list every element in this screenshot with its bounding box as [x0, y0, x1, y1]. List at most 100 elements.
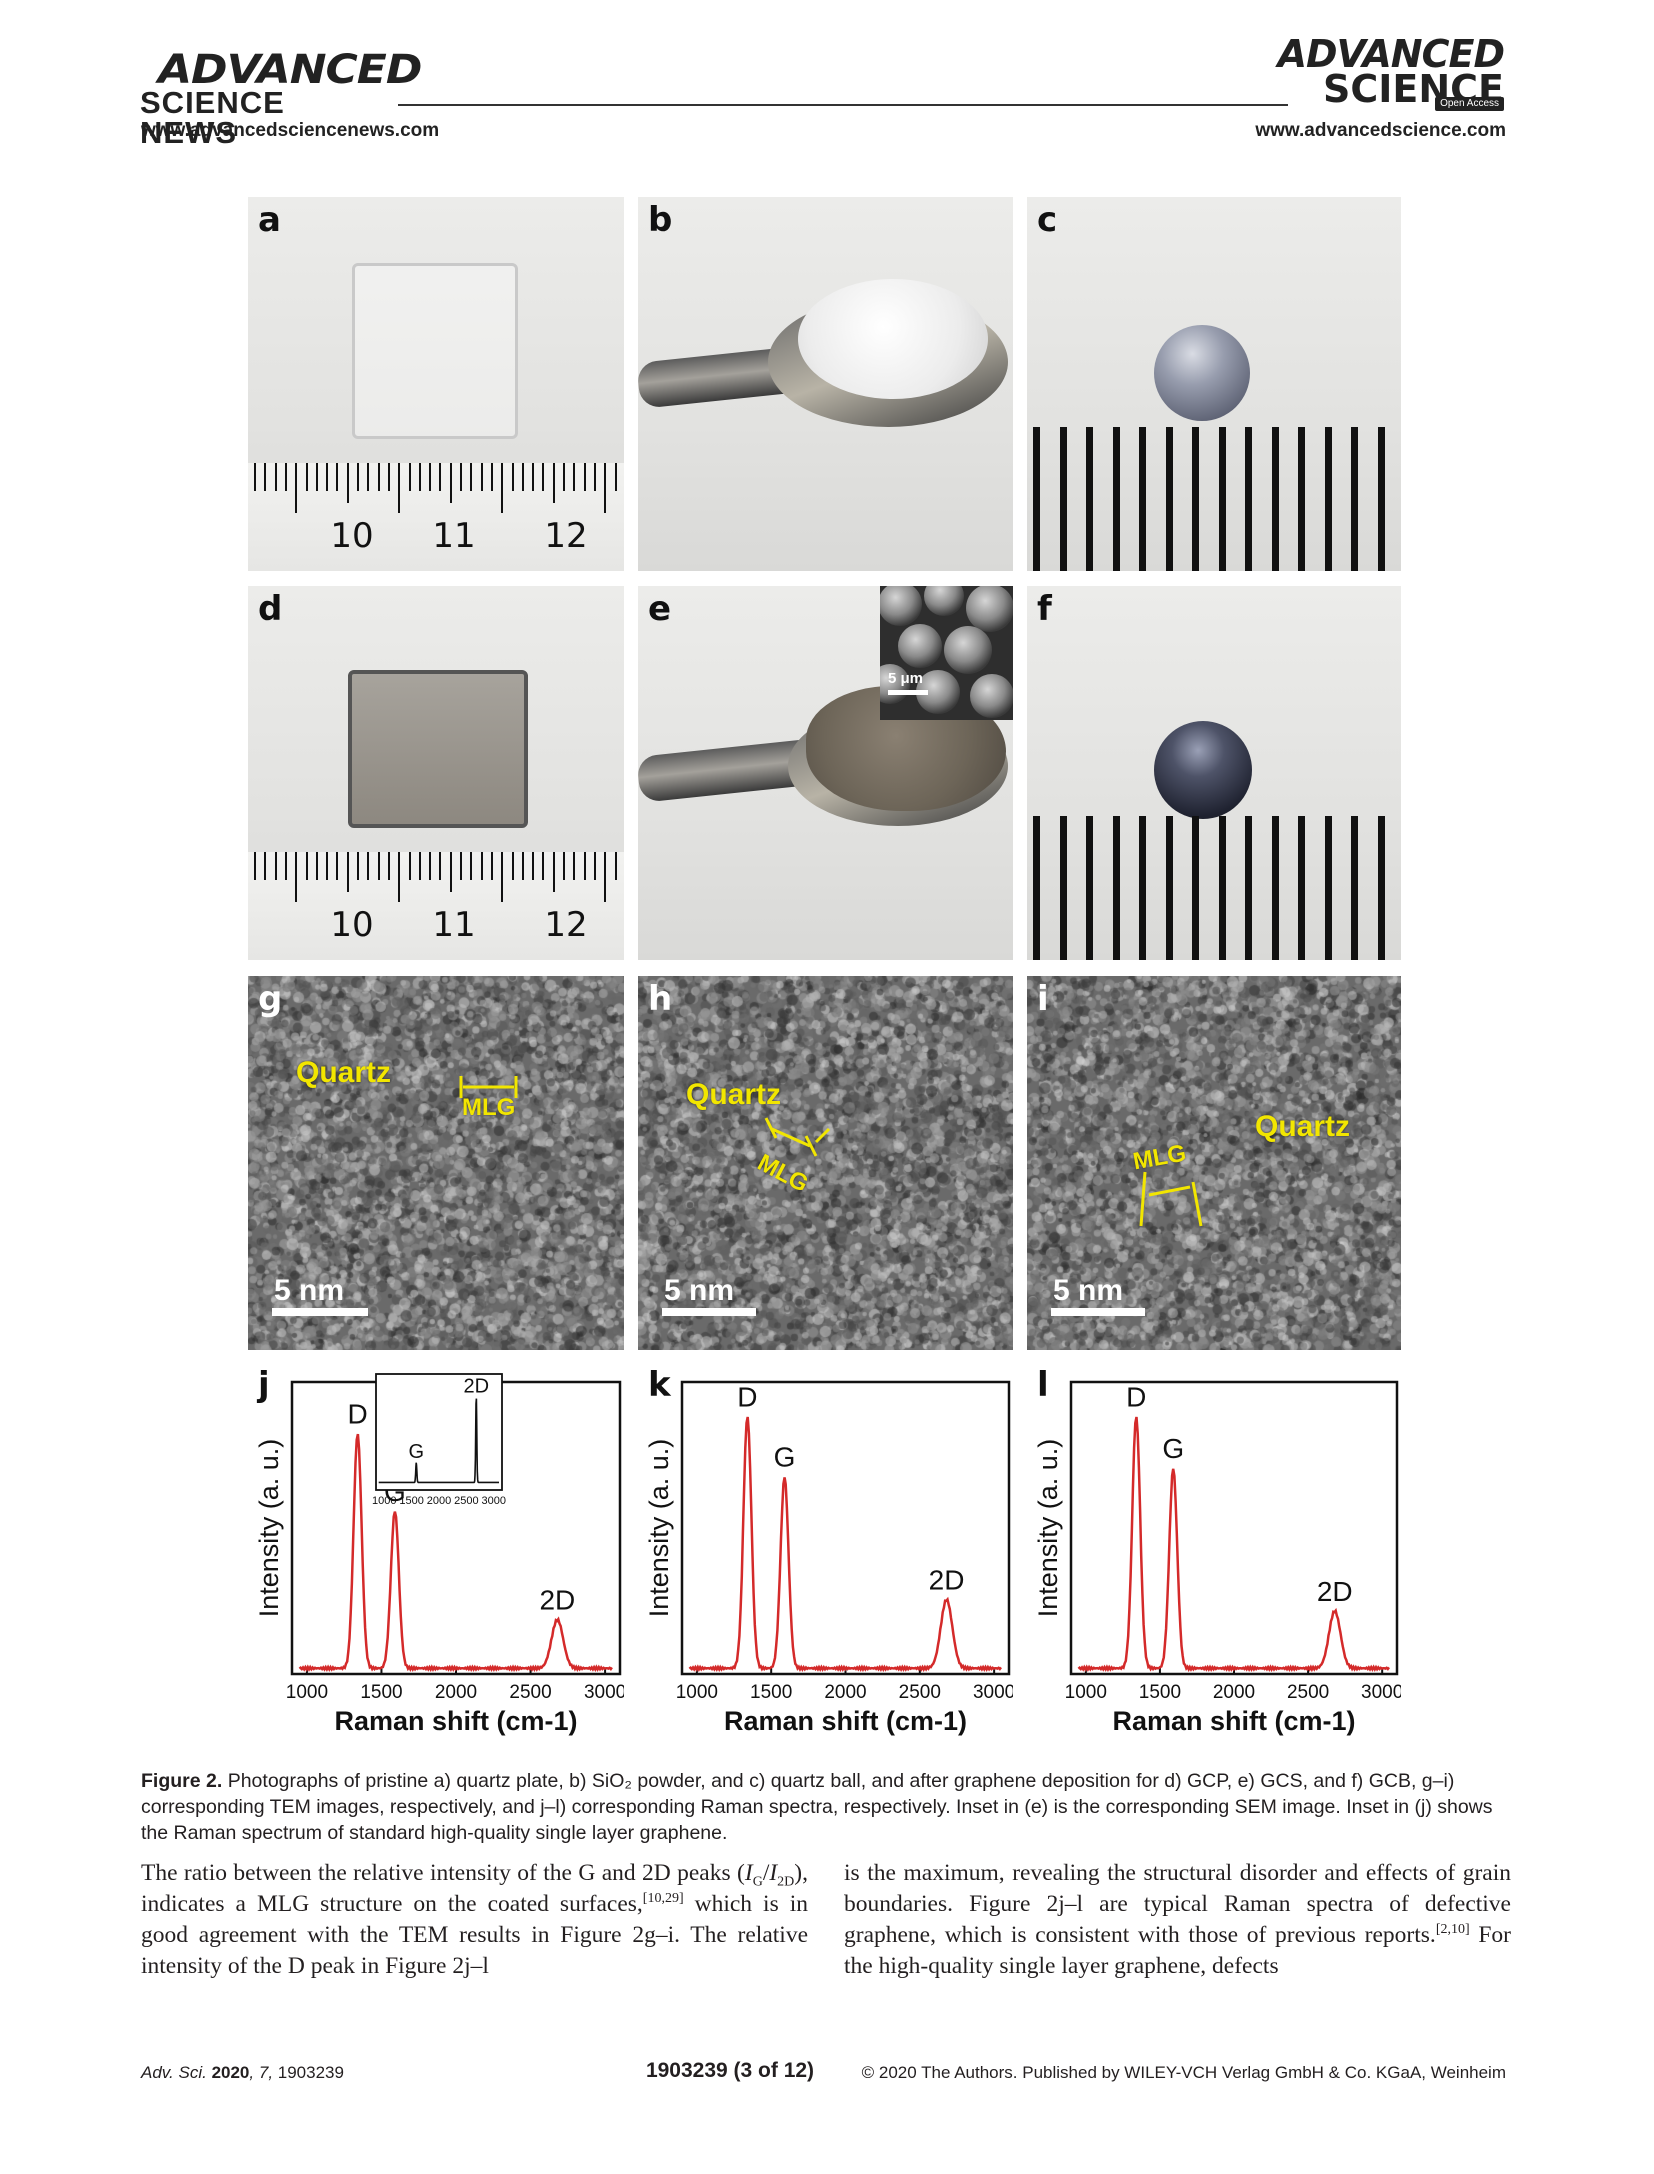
ruler-tick	[480, 463, 483, 491]
panel-label: d	[258, 589, 283, 629]
ruler-tick	[1377, 427, 1385, 571]
quartz-ball	[1154, 325, 1250, 421]
body-column-right: is the maximum, revealing the structural…	[844, 1858, 1511, 1982]
ruler-tick	[336, 852, 339, 880]
ruler-tick	[470, 852, 473, 880]
ruler-tick	[532, 852, 535, 880]
ruler-tick	[583, 463, 586, 491]
ruler-tick	[501, 852, 504, 902]
ruler-tick	[511, 852, 514, 880]
ruler-tick	[583, 852, 586, 880]
ruler-tick	[470, 463, 473, 491]
ruler	[248, 852, 624, 960]
scale-bar	[272, 1308, 368, 1316]
panel-label: k	[648, 1366, 672, 1405]
plot-frame	[680, 1380, 1011, 1676]
graphene-coated-plate	[348, 670, 528, 828]
peak-label: D	[347, 1399, 367, 1430]
x-tick-label: 1000	[676, 1682, 718, 1703]
scale-label: 5 nm	[664, 1274, 735, 1307]
body-text: G	[752, 1874, 763, 1890]
ruler-tick	[604, 463, 607, 513]
caption-text: Photographs of pristine a) quartz plate,…	[141, 1770, 1493, 1844]
scale-label: 5 nm	[274, 1274, 345, 1307]
peak-label: 2D	[1317, 1576, 1353, 1607]
ruler-number: 12	[544, 516, 588, 556]
ruler-tick	[1351, 427, 1358, 571]
body-text: I	[744, 1860, 753, 1886]
citation-link[interactable]: [2,10]	[1435, 1922, 1470, 1938]
ruler-tick	[573, 463, 576, 491]
ruler-number: 12	[544, 905, 588, 945]
inset-tick-label: 2500	[454, 1495, 478, 1507]
ruler-tick	[367, 463, 370, 491]
header-rule	[398, 104, 1288, 106]
ruler-tick	[408, 852, 411, 880]
ruler-tick	[511, 463, 514, 491]
quartz-label: Quartz	[686, 1078, 782, 1111]
quartz-label: Quartz	[296, 1056, 392, 1089]
ruler-tick	[1139, 816, 1146, 960]
ruler	[248, 463, 624, 571]
left-url[interactable]: www.advancedsciencenews.com	[141, 120, 440, 141]
footer-article: 1903239	[277, 2063, 344, 2082]
ruler-number: 11	[432, 516, 476, 556]
body-text: which is in good agreement with the TEM …	[141, 1891, 808, 1979]
panel-label: e	[648, 589, 672, 629]
ruler-number: 10	[330, 516, 374, 556]
inset-peak-label: 2D	[463, 1376, 489, 1398]
ruler-tick	[460, 463, 462, 491]
mlg-marker	[764, 1117, 831, 1157]
ruler-tick	[305, 463, 308, 491]
ruler-tick	[274, 463, 277, 491]
ruler-tick	[1218, 427, 1226, 571]
ruler-tick	[480, 852, 483, 880]
x-tick-label: 2000	[1213, 1682, 1255, 1703]
body-column-left: The ratio between the relative intensity…	[141, 1858, 808, 1982]
x-tick-label: 2000	[435, 1682, 477, 1703]
ruler-tick	[326, 463, 329, 491]
panel-d-gcp: 10 11 12 d	[248, 586, 624, 960]
ruler-tick	[315, 463, 318, 491]
panel-l-raman: 1000 1500 2000 2500 3000 Raman shift (cm-1) In…	[1027, 1366, 1401, 1746]
right-url[interactable]: www.advancedscience.com	[1255, 120, 1506, 141]
ruler-tick	[1351, 816, 1358, 960]
ruler-tick	[398, 463, 401, 513]
inset-tick-label: 1000	[372, 1495, 396, 1507]
ruler-tick	[563, 852, 565, 880]
ruler-tick	[1033, 427, 1040, 571]
panel-e-gcs: 5 μm e	[638, 586, 1013, 960]
ruler-tick	[1086, 816, 1093, 960]
ruler-tick	[1086, 427, 1093, 571]
spectrum-line	[688, 1416, 1002, 1673]
raman-chart-k: 1000 1500 2000 2500 3000 Raman shift (cm-1) In…	[644, 1366, 1013, 1736]
panel-f-gcb: f	[1027, 586, 1401, 960]
ruler-tick	[254, 852, 256, 880]
y-axis-label: Intensity (a. u.)	[254, 1439, 284, 1618]
panel-label: b	[648, 200, 673, 240]
ruler-tick	[284, 463, 287, 491]
ruler-tick	[593, 463, 596, 491]
ruler-tick	[614, 852, 617, 880]
x-tick-label: 1500	[1139, 1682, 1181, 1703]
panel-b-sio2-powder: b	[638, 197, 1013, 571]
ruler-tick	[521, 463, 524, 491]
ruler-tick	[593, 852, 596, 880]
ruler-tick	[614, 463, 617, 491]
sem-scale-bar	[888, 690, 928, 695]
scale-bar	[662, 1308, 756, 1316]
sem-scale-label: 5 μm	[888, 670, 924, 687]
ruler-tick	[264, 852, 267, 880]
x-tick-label: 1000	[1065, 1682, 1107, 1703]
panel-label: f	[1037, 589, 1052, 629]
ruler-tick	[1324, 427, 1332, 571]
x-tick-label: 3000	[584, 1682, 624, 1703]
citation-link[interactable]: [10,29]	[642, 1891, 684, 1907]
ruler-tick	[387, 852, 390, 880]
ruler-tick	[264, 463, 267, 491]
footer-year: 2020	[211, 2063, 250, 2082]
ruler-tick	[1033, 816, 1040, 960]
graphene-coated-ball	[1154, 721, 1252, 819]
ruler-tick	[295, 852, 298, 902]
ruler-tick	[1165, 427, 1173, 571]
